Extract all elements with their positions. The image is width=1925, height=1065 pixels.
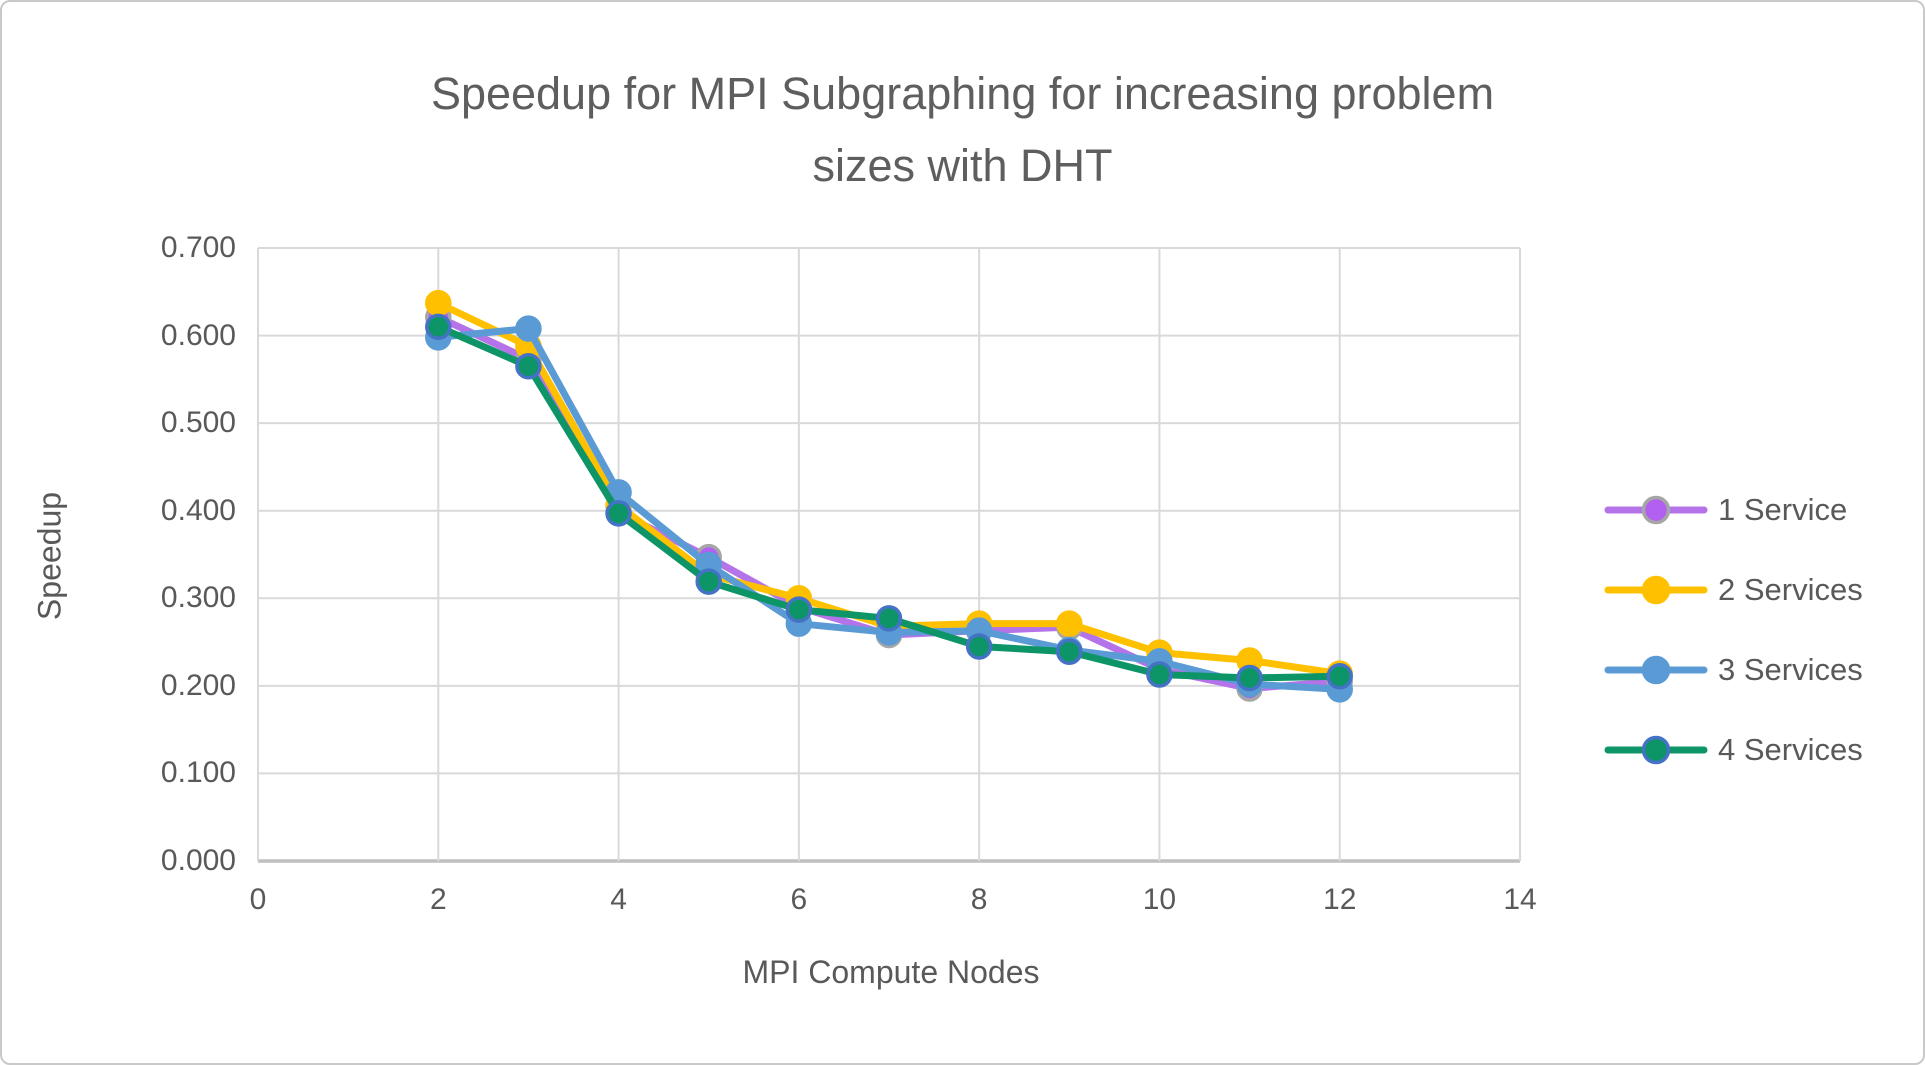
data-point-4-services <box>1326 662 1353 690</box>
data-point-4-services <box>875 605 903 632</box>
x-tick-label: 2 <box>429 883 447 916</box>
data-point-3-services <box>515 315 542 342</box>
data-point-4-services <box>785 596 813 623</box>
x-tick-label: 8 <box>970 883 988 916</box>
legend-marker <box>1641 495 1671 525</box>
data-point-4-services <box>695 568 722 595</box>
legend-label: 3 Services <box>1718 652 1863 687</box>
legend-item-3-services: 3 Services <box>1604 652 1863 688</box>
x-axis-title: MPI Compute Nodes <box>742 954 1040 990</box>
legend-marker-icon <box>1604 655 1708 685</box>
legend-marker-icon <box>1604 575 1708 605</box>
y-tick-label: 0.100 <box>160 756 236 790</box>
legend-label: 4 Services <box>1718 732 1863 767</box>
data-point-4-services <box>1236 664 1263 692</box>
chart-title-line1: Speedup for MPI Subgraphing for increasi… <box>430 68 1495 119</box>
data-point-4-services <box>965 633 993 660</box>
y-tick-label: 0.700 <box>160 231 236 264</box>
y-tick-label: 0.500 <box>160 406 236 440</box>
legend-item-1-service: 1 Service <box>1604 492 1863 528</box>
chart-title-line2: sizes with DHT <box>812 140 1113 191</box>
data-point-4-services <box>425 313 452 341</box>
legend-item-2-services: 2 Services <box>1604 572 1863 608</box>
y-tick-label: 0.600 <box>160 318 236 352</box>
y-tick-label: 0.000 <box>160 844 236 877</box>
data-point-4-services <box>1056 638 1083 665</box>
x-tick-label: 12 <box>1323 883 1357 916</box>
data-point-2-services <box>425 289 452 317</box>
x-tick-label: 4 <box>610 883 627 916</box>
y-tick-label: 0.400 <box>160 493 236 527</box>
legend-marker-icon <box>1604 735 1708 765</box>
legend-item-4-services: 4 Services <box>1604 732 1863 768</box>
data-point-4-services <box>1146 661 1173 688</box>
data-point-2-services <box>1056 610 1083 637</box>
legend-label: 2 Services <box>1718 572 1863 607</box>
x-tick-label: 10 <box>1142 883 1177 916</box>
legend-marker-icon <box>1604 495 1708 525</box>
x-tick-label: 0 <box>249 883 267 916</box>
legend-marker <box>1641 575 1671 605</box>
legend-marker <box>1641 655 1671 685</box>
chart-title: Speedup for MPI Subgraphing for increasi… <box>2 58 1923 202</box>
legend-label: 1 Service <box>1718 492 1848 527</box>
y-axis-title: Speedup <box>31 491 68 621</box>
data-point-4-services <box>515 352 542 380</box>
x-tick-label: 6 <box>790 883 808 916</box>
y-tick-label: 0.300 <box>160 581 236 615</box>
legend-marker <box>1641 735 1671 765</box>
y-tick-label: 0.200 <box>160 668 236 702</box>
data-point-4-services <box>605 500 632 527</box>
x-tick-label: 14 <box>1503 883 1537 916</box>
chart-legend: 1 Service 2 Services 3 Services 4 Services <box>1604 492 1863 768</box>
